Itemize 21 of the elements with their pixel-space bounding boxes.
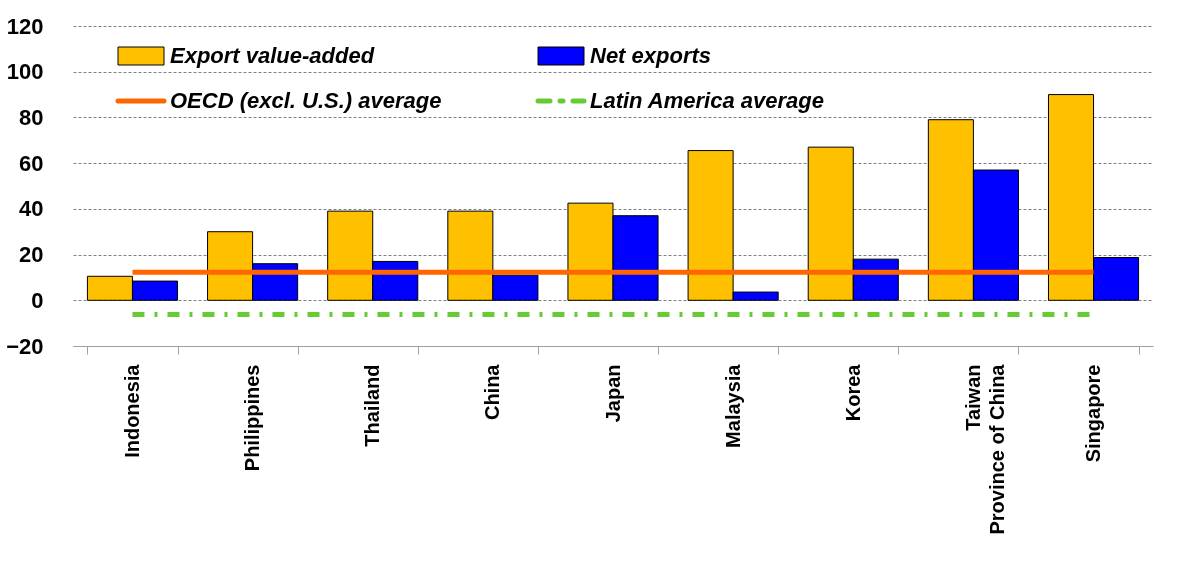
y-tick-label: 120 [6, 13, 44, 39]
y-tick-label: 0 [31, 287, 44, 313]
legend-label: Net exports [590, 43, 712, 68]
x-tick-label: Philippines [241, 364, 264, 472]
y-tick-label: −20 [6, 333, 44, 359]
y-tick-label: 60 [19, 150, 44, 176]
x-tick-label: Thailand [361, 364, 384, 447]
y-tick-label: 80 [19, 104, 44, 130]
x-tick-label: Taiwan Province of China [961, 363, 1008, 535]
y-tick-label: 20 [19, 242, 44, 268]
x-tick-label: China [481, 363, 504, 421]
x-tick-label: Korea [841, 363, 864, 422]
y-tick-label: 40 [19, 196, 44, 222]
legend-label: OECD (excl. U.S.) average [170, 88, 442, 113]
x-tick-label: Malaysia [721, 363, 744, 448]
x-tick-label: Japan [601, 364, 624, 423]
x-tick-label: Singapore [1082, 364, 1105, 463]
x-tick-label: Indonesia [120, 363, 143, 458]
legend-label: Latin America average [590, 88, 824, 113]
legend-label: Export value-added [170, 43, 375, 68]
y-tick-label: 100 [6, 59, 44, 85]
